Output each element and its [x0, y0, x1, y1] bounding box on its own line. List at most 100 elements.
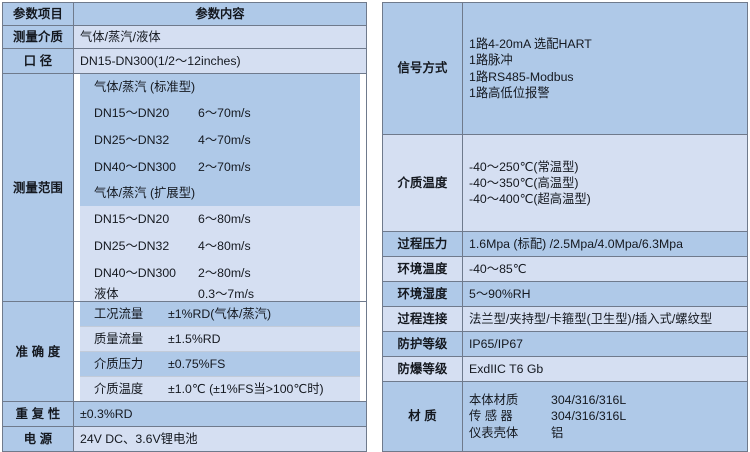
range-dn-label: DN15～DN20	[94, 106, 170, 121]
row-value-ambient-humidity: 5～90%RH	[462, 281, 748, 307]
right-spec-table-wrapper: 信号方式 1路4-20mA 选配HART 1路脉冲 1路RS485-Modbus…	[375, 0, 750, 452]
range-row-extended-2: DN25～DN32 4～80m/s	[80, 233, 360, 260]
material-term: 传 感 器	[469, 409, 513, 424]
left-spec-table: 参数项目 参数内容 测量介质 气体/蒸汽/液体 口 径 DN15-DN300(1…	[2, 2, 367, 452]
row-label-medium: 测量介质	[2, 25, 74, 49]
range-speed-value: 2～80m/s	[198, 266, 251, 281]
material-value: 304/316/316L	[551, 393, 627, 408]
signal-line: 1路RS485-Modbus	[469, 69, 574, 84]
accuracy-row-mass-flow: 质量流量 ±1.5%RD	[80, 326, 360, 353]
signal-line: 1路脉冲	[469, 53, 513, 68]
table-row-material: 材 质 本体材质 304/316/316L 传 感 器 304/316/316L 仪…	[382, 381, 748, 452]
signal-line: 1路高低位报警	[469, 85, 550, 100]
accuracy-row-working-flow: 工况流量 ±1%RD(气体/蒸汽)	[80, 302, 360, 327]
range-speed-value: 6～70m/s	[198, 106, 251, 121]
left-spec-table-wrapper: 参数项目 参数内容 测量介质 气体/蒸汽/液体 口 径 DN15-DN300(1…	[0, 0, 375, 452]
accuracy-cell-medium-temperature: 介质温度 ±1.0℃ (±1%FS当>100℃时)	[80, 376, 360, 401]
table-row-ambient-temperature: 环境温度 -40～85℃	[382, 256, 748, 282]
row-label-ambient-temperature: 环境温度	[382, 256, 463, 282]
accuracy-term: 质量流量	[94, 331, 144, 346]
table-row-explosion-rating: 防爆等级 ExdIIC T6 Gb	[382, 356, 748, 382]
range-dn-label: 液体	[94, 287, 119, 301]
table-row-repeatability: 重 复 性 ±0.3%RD	[2, 401, 367, 428]
range-extended-title: 气体/蒸汽 (扩展型)	[80, 181, 360, 206]
range-row-standard-3: DN40～DN300 2～70m/s	[80, 154, 360, 181]
range-standard-title: 气体/蒸汽 (标准型)	[80, 74, 360, 100]
medium-temperature-line: -40～250℃(常温型)	[469, 159, 579, 174]
header-cell-item: 参数项目	[2, 2, 74, 26]
material-value: 铝	[551, 425, 564, 440]
accuracy-value: ±0.75%FS	[168, 357, 226, 372]
right-spec-table: 信号方式 1路4-20mA 选配HART 1路脉冲 1路RS485-Modbus…	[382, 2, 748, 452]
accuracy-pair: 介质压力 ±0.75%FS	[94, 357, 354, 371]
accuracy-inner-table: 工况流量 ±1%RD(气体/蒸汽) 质量流量 ±1.5%RD	[80, 302, 360, 401]
range-extended-line-3: DN40～DN300 2～80m/s	[80, 260, 360, 287]
row-label-explosion-rating: 防爆等级	[382, 356, 463, 382]
table-row-measuring-range: 测量范围 气体/蒸汽 (标准型) DN15～DN20 6～70m/s	[2, 72, 367, 303]
range-speed-value: 2～70m/s	[198, 160, 251, 175]
range-extended-line-2: DN25～DN32 4～80m/s	[80, 233, 360, 260]
material-line: 本体材质 304/316/316L	[469, 392, 741, 408]
header-cell-content: 参数内容	[73, 2, 367, 26]
range-standard-line-2: DN25～DN32 4～70m/s	[80, 127, 360, 154]
row-value-explosion-rating: ExdIIC T6 Gb	[462, 356, 748, 382]
row-value-material: 本体材质 304/316/316L 传 感 器 304/316/316L 仪表壳体 铝	[462, 381, 748, 452]
table-row-ambient-humidity: 环境湿度 5～90%RH	[382, 281, 748, 307]
range-speed-value: 6～80m/s	[198, 212, 251, 227]
range-row-standard-title: 气体/蒸汽 (标准型)	[80, 74, 360, 100]
row-value-measuring-range: 气体/蒸汽 (标准型) DN15～DN20 6～70m/s DN25～D	[73, 72, 367, 303]
accuracy-term: 介质压力	[94, 357, 144, 372]
table-row-diameter: 口 径 DN15-DN300(1/2～12inches)	[2, 48, 367, 74]
row-value-medium: 气体/蒸汽/液体	[73, 25, 367, 49]
accuracy-row-medium-temperature: 介质温度 ±1.0℃ (±1%FS当>100℃时)	[80, 376, 360, 401]
accuracy-value: ±1%RD(气体/蒸汽)	[168, 306, 272, 321]
row-value-signal: 1路4-20mA 选配HART 1路脉冲 1路RS485-Modbus 1路高低…	[462, 2, 748, 135]
table-row-power: 电 源 24V DC、3.6V锂电池	[2, 426, 367, 452]
table-row-process-pressure: 过程压力 1.6Mpa (标配) /2.5Mpa/4.0Mpa/6.3Mpa	[382, 231, 748, 257]
row-label-ambient-humidity: 环境湿度	[382, 281, 463, 307]
row-value-process-connection: 法兰型/夹持型/卡箍型(卫生型)/插入式/螺纹型	[462, 306, 748, 332]
medium-temperature-line: -40～400℃(超高温型)	[469, 192, 591, 207]
row-label-accuracy: 准 确 度	[2, 301, 74, 403]
row-label-protection-rating: 防护等级	[382, 331, 463, 357]
accuracy-value: ±1.5%RD	[168, 331, 221, 346]
table-row-signal: 信号方式 1路4-20mA 选配HART 1路脉冲 1路RS485-Modbus…	[382, 2, 748, 135]
measuring-range-inner-table: 气体/蒸汽 (标准型) DN15～DN20 6～70m/s DN25～D	[80, 74, 360, 301]
accuracy-term: 介质温度	[94, 382, 144, 397]
row-value-accuracy: 工况流量 ±1%RD(气体/蒸汽) 质量流量 ±1.5%RD	[73, 301, 367, 403]
row-value-protection-rating: IP65/IP67	[462, 331, 748, 357]
range-row-extended-3: DN40～DN300 2～80m/s	[80, 260, 360, 287]
row-value-ambient-temperature: -40～85℃	[462, 256, 748, 282]
accuracy-row-medium-pressure: 介质压力 ±0.75%FS	[80, 351, 360, 378]
range-row-extended-1: DN15～DN20 6～80m/s	[80, 206, 360, 233]
table-row-header: 参数项目 参数内容	[2, 2, 367, 26]
accuracy-term: 工况流量	[94, 306, 144, 321]
row-label-repeatability: 重 复 性	[2, 401, 74, 428]
table-row-process-connection: 过程连接 法兰型/夹持型/卡箍型(卫生型)/插入式/螺纹型	[382, 306, 748, 332]
row-label-material: 材 质	[382, 381, 463, 452]
row-value-medium-temperature: -40～250℃(常温型) -40～350℃(高温型) -40～400℃(超高温…	[462, 134, 748, 232]
accuracy-pair: 工况流量 ±1%RD(气体/蒸汽)	[94, 307, 354, 321]
row-value-diameter: DN15-DN300(1/2～12inches)	[73, 48, 367, 74]
row-label-signal: 信号方式	[382, 2, 463, 135]
material-value: 304/316/316L	[551, 409, 627, 424]
signal-line: 1路4-20mA 选配HART	[469, 37, 592, 52]
row-label-measuring-range: 测量范围	[2, 72, 74, 303]
accuracy-value: ±1.0℃ (±1%FS当>100℃时)	[168, 382, 324, 397]
accuracy-pair: 介质温度 ±1.0℃ (±1%FS当>100℃时)	[94, 382, 354, 396]
range-dn-label: DN25～DN32	[94, 133, 170, 148]
range-standard-line-3: DN40～DN300 2～70m/s	[80, 154, 360, 181]
range-dn-label: DN40～DN300	[94, 160, 177, 175]
material-line: 仪表壳体 铝	[469, 425, 741, 441]
row-label-power: 电 源	[2, 426, 74, 452]
row-label-diameter: 口 径	[2, 48, 74, 74]
signal-line-list: 1路4-20mA 选配HART 1路脉冲 1路RS485-Modbus 1路高低…	[469, 4, 741, 134]
range-dn-label: DN40～DN300	[94, 266, 177, 281]
table-row-medium: 测量介质 气体/蒸汽/液体	[2, 25, 367, 49]
table-row-medium-temperature: 介质温度 -40～250℃(常温型) -40～350℃(高温型) -40～400…	[382, 134, 748, 232]
range-speed-value: 4～70m/s	[198, 133, 251, 148]
row-label-medium-temperature: 介质温度	[382, 134, 463, 232]
range-row-extended-title: 气体/蒸汽 (扩展型)	[80, 181, 360, 206]
range-row-standard-1: DN15～DN20 6～70m/s	[80, 100, 360, 127]
material-term: 本体材质	[469, 393, 519, 408]
